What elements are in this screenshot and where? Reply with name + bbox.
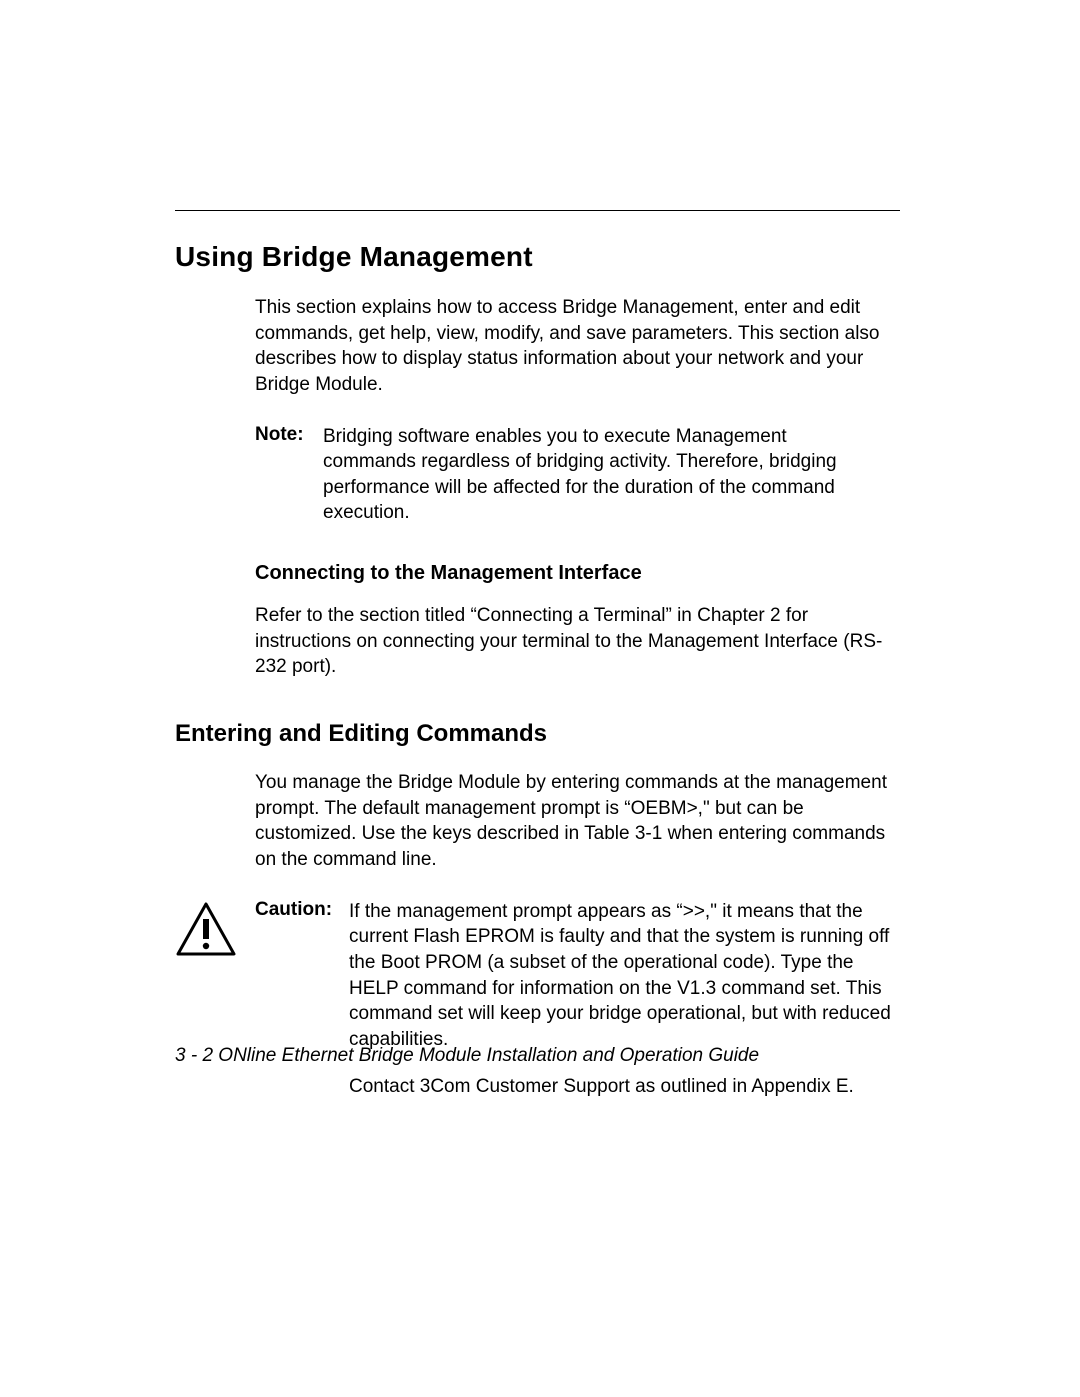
caution-block: Caution: If the management prompt appear… xyxy=(175,899,900,1100)
footer-text: 3 - 2 ONline Ethernet Bridge Module Inst… xyxy=(175,1045,759,1066)
section-title: Using Bridge Management xyxy=(175,241,900,273)
intro-paragraph: This section explains how to access Brid… xyxy=(255,295,900,398)
warning-icon xyxy=(175,899,255,962)
page: Using Bridge Management This section exp… xyxy=(0,0,1080,1397)
caution-text-wrap: If the management prompt appears as “>>,… xyxy=(349,899,900,1100)
entering-paragraph: You manage the Bridge Module by entering… xyxy=(255,770,900,873)
minor-title: Connecting to the Management Interface xyxy=(255,562,900,585)
connect-paragraph: Refer to the section titled “Connecting … xyxy=(255,603,900,680)
caution-content: Caution: If the management prompt appear… xyxy=(255,899,900,1100)
note-block: Note: Bridging software enables you to e… xyxy=(255,424,900,527)
note-label: Note: xyxy=(255,424,323,527)
caution-label: Caution: xyxy=(255,899,349,1100)
subsection-title: Entering and Editing Commands xyxy=(175,720,900,748)
top-rule xyxy=(175,210,900,211)
connect-section: Connecting to the Management Interface R… xyxy=(255,562,900,680)
entering-block: You manage the Bridge Module by entering… xyxy=(255,770,900,873)
page-footer: 3 - 2 ONline Ethernet Bridge Module Inst… xyxy=(175,1045,759,1067)
note-text: Bridging software enables you to execute… xyxy=(323,424,900,527)
caution-text-2: Contact 3Com Customer Support as outline… xyxy=(349,1074,900,1100)
caution-text-1: If the management prompt appears as “>>,… xyxy=(349,899,900,1053)
intro-block: This section explains how to access Brid… xyxy=(255,295,900,398)
